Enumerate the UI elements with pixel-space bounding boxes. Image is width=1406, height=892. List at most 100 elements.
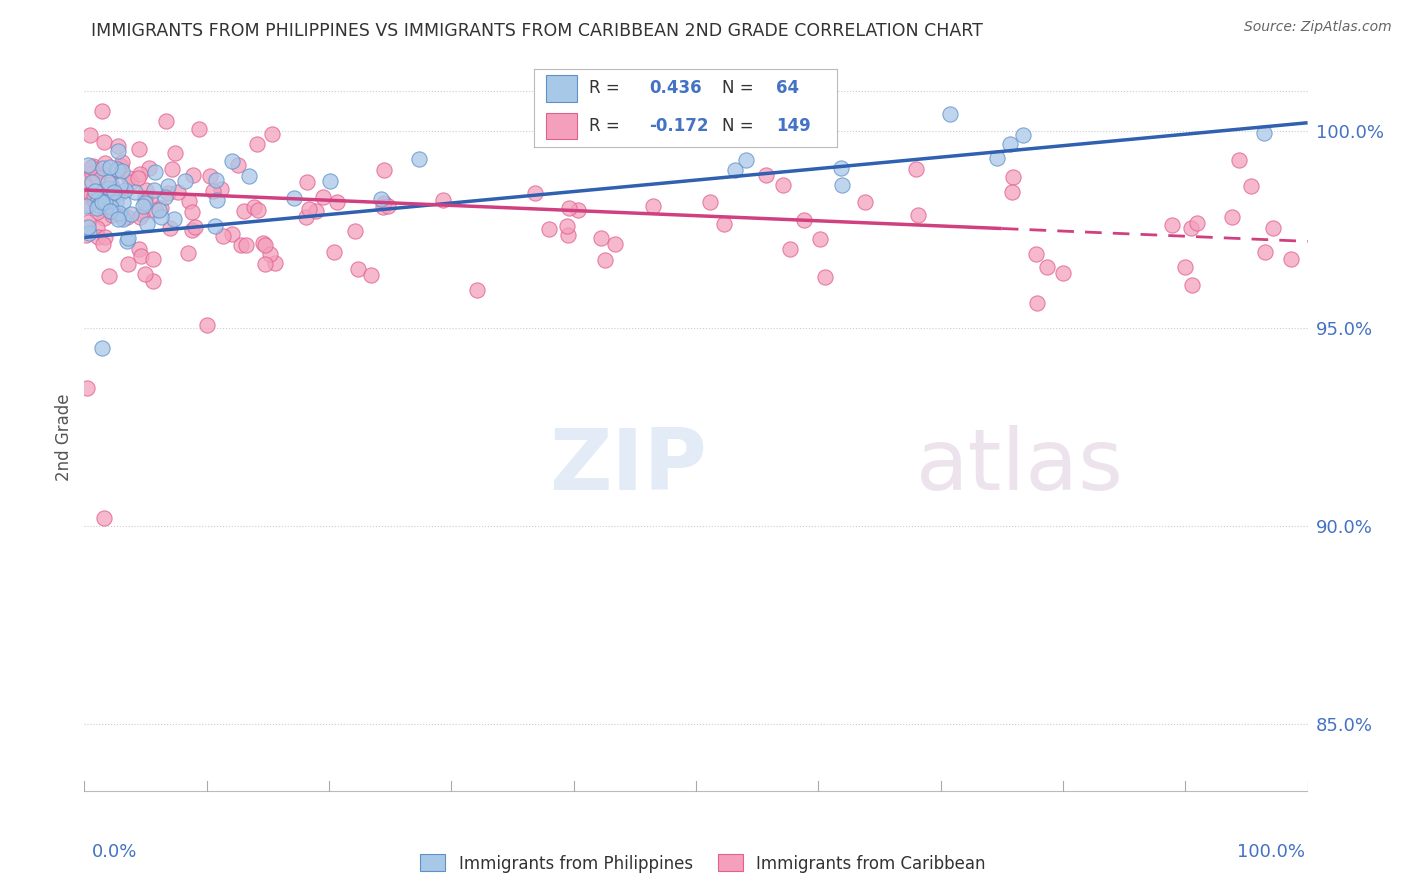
Point [221, 227, 243, 242]
Point [188, 121, 211, 136]
Point [939, 107, 962, 121]
Point [138, 190, 160, 204]
Bar [547, 112, 576, 139]
Point [90, 104, 112, 119]
Point [77, 215, 100, 229]
Point [97, 193, 120, 207]
Point [181, 168, 204, 182]
Point [93, 511, 115, 525]
Point [80, 186, 103, 201]
Point [755, 168, 778, 182]
Point [295, 210, 318, 224]
Point [283, 191, 305, 205]
Point [229, 237, 252, 252]
Point [118, 171, 141, 186]
Point [82, 166, 104, 180]
Point [555, 219, 578, 233]
Point [100, 177, 122, 191]
Point [205, 194, 228, 208]
Text: N =: N = [721, 79, 754, 97]
Point [103, 185, 125, 199]
Point [97, 175, 120, 189]
Point [142, 252, 165, 266]
Point [907, 208, 929, 222]
Point [589, 231, 612, 245]
Point [177, 246, 200, 260]
Point [117, 257, 139, 271]
Bar [547, 75, 576, 102]
Point [136, 217, 159, 231]
Point [75, 189, 97, 203]
Point [221, 153, 243, 168]
Point [233, 204, 256, 219]
Point [91, 237, 114, 252]
Text: IMMIGRANTS FROM PHILIPPINES VS IMMIGRANTS FROM CARIBBEAN 2ND GRADE CORRELATION C: IMMIGRANTS FROM PHILIPPINES VS IMMIGRANT… [91, 22, 983, 40]
Point [77, 226, 100, 240]
Point [115, 210, 138, 224]
Point [98, 181, 121, 195]
Point [1052, 266, 1074, 280]
Point [724, 163, 747, 178]
Point [180, 205, 202, 219]
Point [246, 136, 269, 151]
Point [127, 171, 149, 186]
Point [86, 221, 108, 235]
Point [93, 211, 115, 226]
Point [91, 161, 114, 176]
Point [100, 200, 122, 214]
Point [86, 201, 108, 215]
Point [128, 142, 150, 156]
Text: 100.0%: 100.0% [1237, 843, 1305, 861]
Point [90, 341, 112, 355]
Legend: Immigrants from Philippines, Immigrants from Caribbean: Immigrants from Philippines, Immigrants … [413, 847, 993, 880]
Point [1025, 296, 1047, 310]
Point [96, 187, 118, 202]
Point [143, 183, 166, 197]
Point [156, 186, 179, 200]
Point [111, 194, 134, 209]
Point [986, 151, 1008, 165]
Point [235, 238, 257, 252]
Point [110, 186, 132, 200]
Point [1180, 221, 1202, 235]
Point [143, 165, 166, 179]
Point [132, 199, 155, 213]
Point [87, 198, 110, 212]
Point [86, 205, 108, 219]
Point [713, 217, 735, 231]
Text: ZIP: ZIP [550, 425, 707, 508]
Point [319, 174, 342, 188]
Point [114, 183, 136, 197]
Text: atlas: atlas [917, 425, 1125, 508]
Point [142, 274, 165, 288]
Point [103, 182, 125, 196]
Point [205, 173, 228, 187]
Point [83, 188, 105, 202]
Point [155, 114, 177, 128]
Point [128, 211, 150, 225]
Point [432, 194, 454, 208]
Point [138, 161, 160, 175]
Point [73, 173, 96, 187]
Point [373, 162, 395, 177]
Point [200, 169, 222, 184]
Point [143, 203, 166, 218]
Point [90, 195, 112, 210]
Point [84, 184, 107, 198]
Point [87, 230, 110, 244]
Point [100, 208, 122, 222]
Point [312, 190, 335, 204]
Point [1174, 260, 1197, 274]
Point [128, 168, 150, 182]
Point [1253, 126, 1275, 140]
Point [252, 235, 274, 250]
Point [259, 247, 281, 261]
Point [793, 213, 815, 227]
Point [323, 245, 346, 260]
Point [107, 139, 129, 153]
Point [1220, 210, 1243, 224]
Point [347, 262, 370, 277]
Point [156, 179, 179, 194]
Point [93, 135, 115, 149]
Point [211, 228, 233, 243]
